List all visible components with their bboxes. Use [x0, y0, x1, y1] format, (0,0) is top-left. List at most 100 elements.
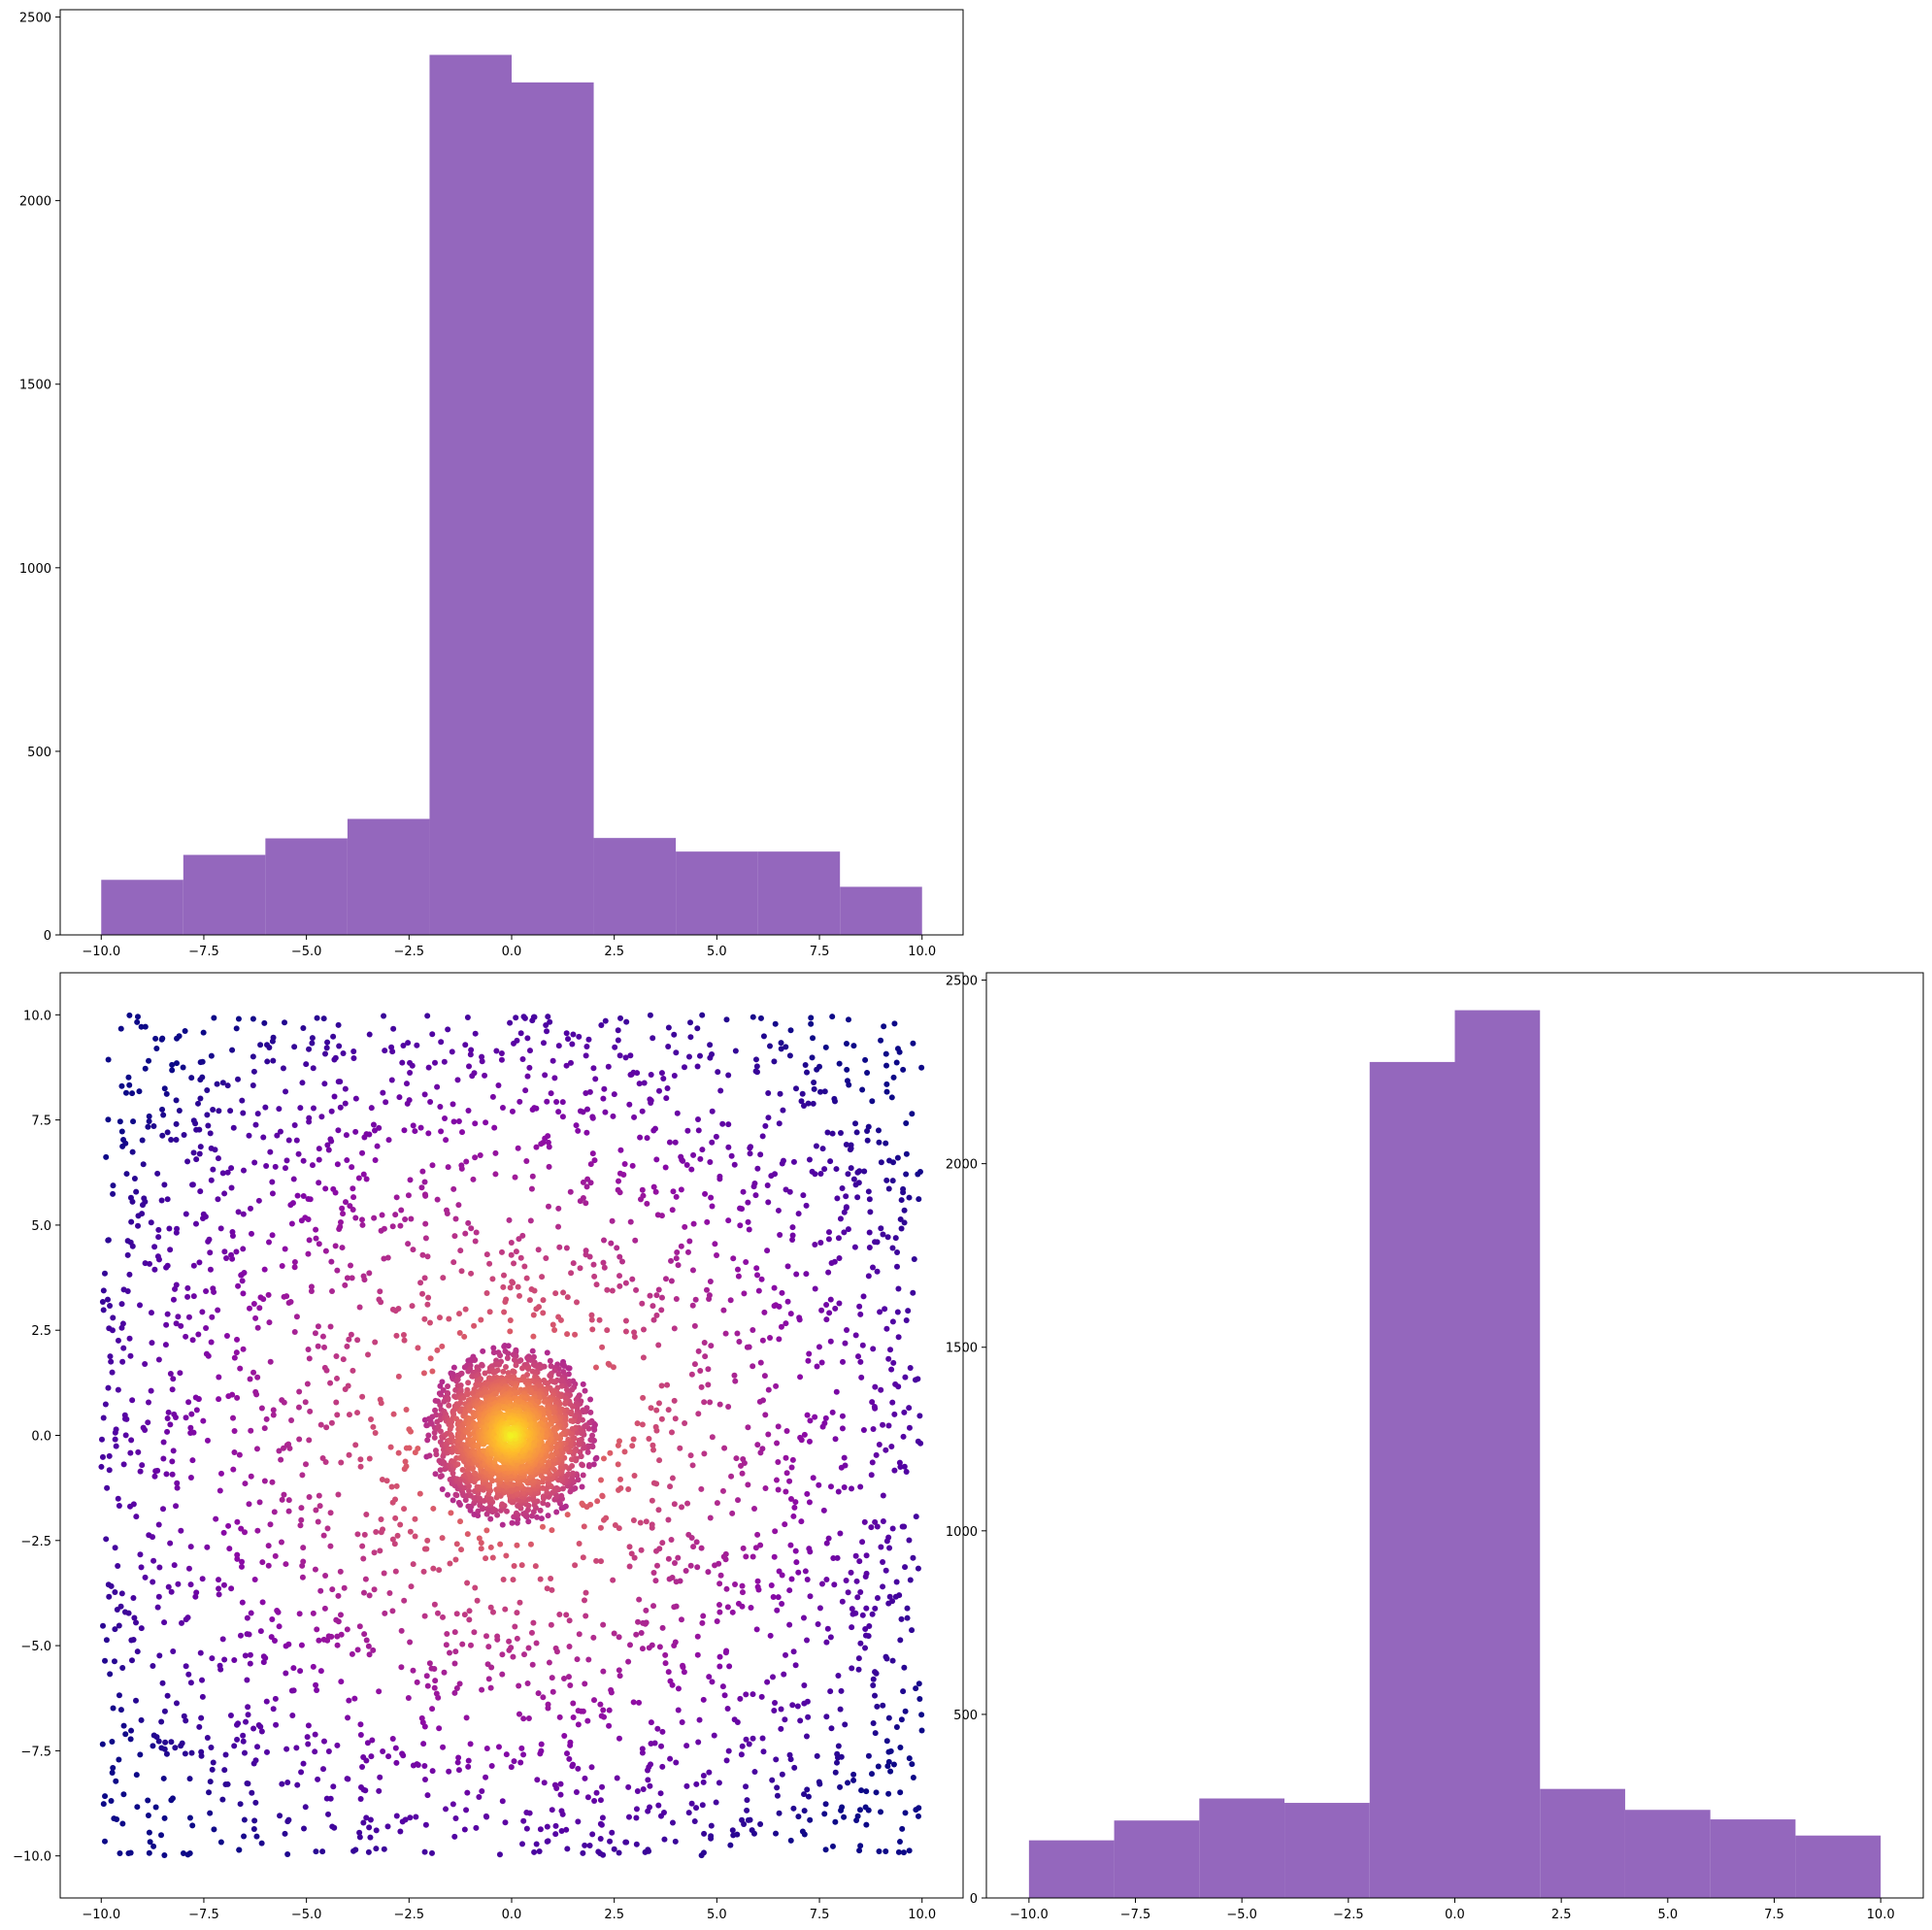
scatter-point [511, 1260, 517, 1267]
scatter-point [445, 1390, 451, 1397]
scatter-point [410, 1667, 416, 1674]
scatter-point [772, 1020, 779, 1027]
scatter-point [319, 1848, 326, 1855]
scatter-point [524, 1035, 531, 1042]
scatter-point [706, 1296, 713, 1303]
scatter-point [206, 1789, 213, 1796]
scatter-point [625, 1814, 632, 1820]
scatter-point [229, 1391, 236, 1398]
scatter-point [899, 1523, 906, 1530]
scatter-point [164, 1414, 171, 1421]
scatter-point [492, 1171, 499, 1178]
scatter-point [452, 1815, 459, 1822]
scatter-point [471, 1356, 478, 1363]
scatter-point [467, 1741, 474, 1747]
scatter-point [247, 1660, 253, 1667]
scatter-point [516, 1599, 523, 1606]
scatter-point [786, 1751, 793, 1758]
scatter-point [716, 1602, 722, 1609]
scatter-point [850, 1771, 857, 1778]
scatter-point [662, 1660, 669, 1667]
scatter-point [238, 1525, 245, 1532]
scatter-point [588, 1764, 595, 1771]
scatter-point [327, 1380, 334, 1386]
scatter-point [399, 1750, 406, 1757]
scatter-point [544, 1585, 550, 1592]
scatter-point [304, 1381, 311, 1387]
scatter-point [334, 1742, 341, 1748]
scatter-point [269, 1179, 276, 1185]
scatter-point [406, 1445, 413, 1451]
scatter-point [804, 1490, 811, 1497]
scatter-point [533, 1841, 540, 1847]
scatter-point [354, 1337, 361, 1344]
scatter-point [891, 1411, 898, 1417]
scatter-point [451, 1660, 458, 1667]
scatter-point [445, 1026, 451, 1033]
scatter-point [519, 1841, 526, 1847]
scatter-point [703, 1286, 710, 1293]
scatter-point [262, 1104, 269, 1111]
scatter-point [193, 1156, 200, 1163]
scatter-point [846, 1081, 852, 1088]
scatter-point [761, 1309, 768, 1315]
scatter-point [786, 1478, 793, 1484]
scatter-point [669, 1819, 676, 1826]
scatter-point [102, 1657, 109, 1664]
scatter-point [407, 1814, 414, 1821]
scatter-point [432, 1678, 439, 1684]
scatter-point [138, 1716, 145, 1723]
scatter-point [407, 1639, 414, 1646]
scatter-point [437, 1402, 444, 1409]
scatter-point [216, 1374, 222, 1381]
scatter-point [645, 1777, 651, 1783]
scatter-point [228, 1585, 235, 1592]
scatter-point [129, 1198, 136, 1205]
scatter-point [829, 1014, 836, 1020]
scatter-point [780, 1107, 786, 1114]
scatter-point [906, 1847, 913, 1854]
scatter-point [99, 1298, 106, 1305]
scatter-point [720, 1307, 727, 1314]
scatter-point [622, 1280, 629, 1286]
scatter-point [256, 1499, 263, 1506]
scatter-point [837, 1130, 844, 1137]
scatter-point [575, 1721, 582, 1728]
scatter-point [555, 1223, 562, 1230]
scatter-point [778, 1706, 784, 1713]
scatter-point [516, 1711, 522, 1717]
scatter-point [250, 1301, 257, 1308]
scatter-point [550, 1688, 556, 1695]
scatter-point [754, 1272, 761, 1279]
scatter-point [811, 1080, 817, 1086]
scatter-point [828, 1259, 835, 1266]
scatter-point [208, 1339, 215, 1346]
scatter-point [431, 1684, 438, 1691]
scatter-point [608, 1240, 615, 1247]
scatter-point [885, 1355, 892, 1362]
scatter-point [393, 1194, 400, 1201]
scatter-point [219, 1170, 226, 1177]
scatter-point [830, 1554, 837, 1561]
scatter-point [775, 1458, 782, 1465]
scatter-point [745, 1816, 751, 1823]
scatter-point [898, 1615, 905, 1622]
scatter-point [549, 1586, 555, 1593]
scatter-point [699, 1012, 706, 1018]
scatter-point [451, 1233, 458, 1240]
scatter-point [697, 1368, 704, 1375]
scatter-point [812, 1285, 818, 1292]
scatter-point [234, 1394, 241, 1401]
scatter-point [148, 1219, 154, 1226]
scatter-point [455, 1117, 462, 1124]
scatter-point [521, 1015, 528, 1021]
scatter-point [314, 1626, 320, 1633]
scatter-point [126, 1271, 133, 1278]
scatter-point [336, 1226, 343, 1233]
scatter-point [285, 1816, 292, 1823]
scatter-point [105, 1384, 112, 1391]
scatter-point [271, 1637, 278, 1644]
scatter-point [678, 1616, 684, 1623]
scatter-point [880, 1558, 886, 1565]
scatter-point [105, 1296, 112, 1303]
